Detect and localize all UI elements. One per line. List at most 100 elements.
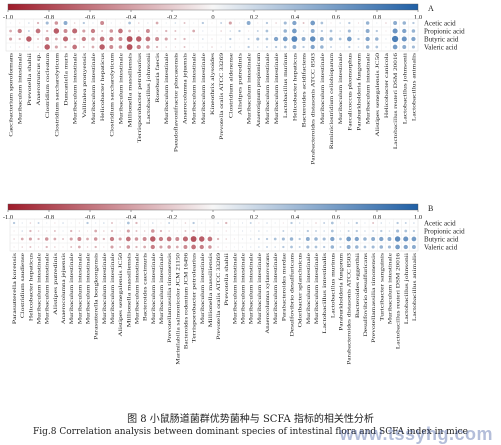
panel-a-correlation-dot <box>365 29 370 33</box>
panel-a-correlation-dot <box>392 44 398 50</box>
panel-b-correlation-dot <box>119 222 121 224</box>
panel-a-correlation-dot <box>329 29 333 33</box>
panel-b-correlation-dot <box>13 230 15 232</box>
panel-b-column-label: Desulfovibrio desulfuricans <box>289 253 296 337</box>
panel-b-correlation-dot <box>274 222 276 224</box>
panel-a-column-label: Roseburia faecis <box>154 53 161 103</box>
panel-b-correlation-dot <box>46 222 48 224</box>
panel-a-correlation-dot <box>376 22 378 24</box>
panel-a-colorbar-tick-label: 0.6 <box>332 14 341 21</box>
panel-b-column-label: Muribaculum intestinale <box>37 252 43 324</box>
panel-b-correlation-dot <box>191 244 196 250</box>
panel-b-correlation-dot <box>403 236 409 242</box>
panel-b-correlation-dot <box>152 222 154 224</box>
panel-a-correlation-dot <box>82 29 86 33</box>
panel-b-correlation-dot <box>103 246 105 248</box>
panel-b-column-label: Helicobacter hepaticus <box>28 253 34 321</box>
panel-b-correlation-dot <box>314 245 318 249</box>
panel-a-correlation-dot <box>155 21 159 25</box>
panel-b-column-label: Muribaculum intestinale <box>232 252 238 324</box>
panel-b-correlation-dot <box>323 222 326 224</box>
panel-a-correlation-dot <box>183 30 186 32</box>
panel-a-correlation-dot <box>402 21 407 25</box>
panel-b-correlation-dot <box>168 222 171 224</box>
panel-b-correlation-dot <box>158 236 164 242</box>
panel-a-correlation-dot <box>385 22 387 24</box>
panel-b-correlation-dot <box>95 222 97 224</box>
panel-b-column-label: Anaerocolumna jejuensis <box>61 253 67 324</box>
panel-b-correlation-dot <box>20 237 24 241</box>
panel-b-correlation-dot <box>166 236 172 242</box>
panel-a-column-label: Muribaculum intestinale <box>91 52 97 124</box>
panel-a-correlation-dot <box>393 21 398 25</box>
panel-a-colorbar-tick-label: -0.4 <box>126 14 137 21</box>
panel-a-correlation-dot <box>36 21 40 25</box>
panel-b-correlation-dot <box>190 236 197 242</box>
panel-b-correlation-dot <box>21 222 23 224</box>
panel-b-row-label: Acetic acid <box>424 220 456 228</box>
panel-a-column-label: Muribaculum intestinale <box>338 52 344 124</box>
panel-b-correlation-dot <box>233 238 235 240</box>
panel-b-correlation-dot <box>53 230 56 232</box>
panel-b-correlation-dot <box>199 244 204 250</box>
panel-a-row-label: Butyric acid <box>424 36 459 44</box>
panel-a-column-label: Bacteroides acidifaciens <box>301 53 308 127</box>
panel-b-correlation-dot <box>225 238 228 240</box>
panel-a-column-label: Muribaculum intestinale <box>18 52 24 124</box>
panel-a-correlation-dot <box>257 22 259 24</box>
panel-a-correlation-dot <box>156 30 158 32</box>
panel-b-correlation-dot <box>257 238 260 240</box>
panel-b-correlation-dot <box>412 229 416 233</box>
panel-a-correlation-dot <box>385 30 387 32</box>
panel-b-correlation-dot <box>70 246 73 248</box>
panel-b-correlation-dot <box>199 236 205 242</box>
panel-b-column-label: Paraburkholderia fungorum <box>337 252 344 330</box>
panel-a-correlation-dot <box>220 38 222 40</box>
panel-a-panel-label: A <box>428 4 434 13</box>
panel-b-column-label: Muribaculum intestinale <box>306 252 312 324</box>
panel-b-correlation-dot <box>258 246 260 248</box>
panel-b-correlation-dot <box>249 238 252 240</box>
panel-a-correlation-dot <box>54 21 59 25</box>
panel-b-column-label: Muribaculum intestinale <box>257 252 263 324</box>
panel-b-row-label: Propionic acid <box>424 228 465 236</box>
panel-a-correlation-dot <box>174 46 176 48</box>
panel-a-correlation-dot <box>165 46 168 48</box>
panel-a-correlation-dot <box>72 28 78 34</box>
panel-a-correlation-dot <box>302 45 305 49</box>
panel-b-colorbar-tick-label: 0.4 <box>291 214 300 221</box>
panel-a-correlation-dot <box>9 46 12 48</box>
panel-b-correlation-dot <box>209 230 211 232</box>
panel-b-correlation-dot <box>217 246 219 248</box>
panel-b-correlation-dot <box>315 222 317 224</box>
panel-b-correlation-dot <box>182 236 188 242</box>
panel-a-correlation-dot <box>412 21 415 25</box>
panel-b-correlation-dot <box>160 222 162 224</box>
panel-a-correlation-dot <box>347 29 351 33</box>
panel-b-correlation-dot <box>273 237 277 241</box>
panel-b-correlation-dot <box>233 246 235 248</box>
panel-b-column-label: Parasutterella korensis <box>12 253 18 324</box>
panel-a-colorbar-tick-label: -1.0 <box>3 14 13 21</box>
panel-b-column-label: Alistipes putredinis <box>53 253 59 315</box>
panel-b-correlation-dot <box>339 222 342 224</box>
panel-b-correlation-dot <box>347 222 350 224</box>
panel-a-correlation-dot <box>99 36 105 42</box>
panel-b-correlation-dot <box>282 230 285 232</box>
panel-a-correlation-dot <box>128 21 131 25</box>
panel-b-column-label: Parabacteroides distasonis ATCC 8503 <box>347 253 353 365</box>
panel-b-column-label: Prevotella shahii <box>224 252 230 305</box>
panel-a-column-label: Muribaculum intestinale <box>274 52 280 124</box>
panel-b-correlation-dot <box>135 221 138 225</box>
panel-a-colorbar-tick-label: 1.0 <box>414 14 422 21</box>
panel-b-colorbar-tick-label: 0 <box>211 214 214 221</box>
panel-a-correlation-dot <box>18 37 21 41</box>
panel-a-correlation-dot <box>411 29 416 33</box>
panel-b-correlation-dot <box>388 222 391 224</box>
panel-a-column-label: Vallitalea pronyensis <box>82 53 88 118</box>
panel-a-correlation-dot <box>275 22 277 24</box>
panel-a-correlation-dot <box>283 45 287 49</box>
panel-a-correlation-dot <box>183 22 186 24</box>
panel-b-colorbar-tick-label: 1.0 <box>414 214 422 221</box>
panel-a-correlation-dot <box>193 46 195 48</box>
